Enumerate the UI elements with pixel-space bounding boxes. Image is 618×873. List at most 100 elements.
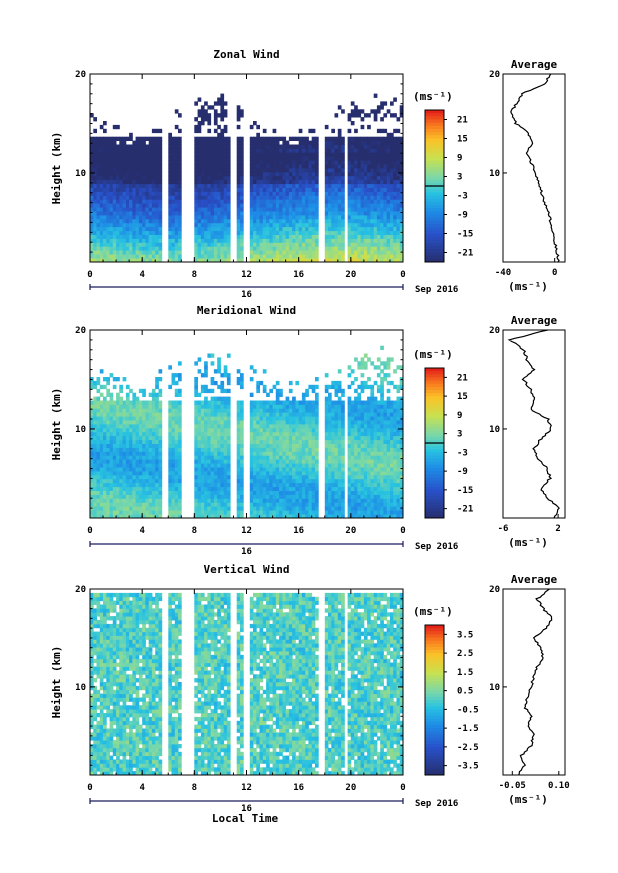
heatmap-cell — [207, 388, 212, 394]
heatmap-cell — [275, 226, 280, 232]
heatmap-cell — [178, 439, 182, 444]
heatmap-cell — [145, 478, 150, 484]
heatmap-cell — [236, 164, 241, 169]
heatmap-cell — [256, 420, 260, 425]
heatmap-cell — [262, 482, 267, 488]
heatmap-cell — [279, 246, 283, 251]
heatmap-cell — [200, 246, 205, 251]
heatmap-cell — [275, 478, 280, 484]
heatmap-cell — [350, 234, 355, 239]
heatmap-cell — [122, 510, 127, 515]
heatmap-cell — [262, 187, 267, 192]
heatmap-cell — [119, 435, 123, 441]
profile-title: Average — [511, 58, 558, 71]
heatmap-cell — [311, 384, 316, 390]
heatmap-cell — [96, 459, 101, 464]
heatmap-cell — [354, 230, 358, 235]
heatmap-cell — [207, 427, 212, 433]
heatmap-cell — [99, 152, 104, 157]
heatmap-cell — [328, 140, 332, 145]
heatmap-cell — [236, 447, 241, 452]
heatmap-cell — [301, 443, 306, 448]
heatmap-cell — [197, 431, 202, 437]
heatmap-cell — [142, 392, 146, 397]
heatmap-cell — [129, 156, 133, 161]
heatmap-cell — [390, 242, 394, 247]
heatmap-cell — [370, 160, 375, 165]
heatmap-cell — [129, 420, 133, 425]
heatmap-cell — [168, 439, 172, 444]
heatmap-cell — [240, 380, 244, 386]
heatmap-cell — [132, 439, 137, 444]
heatmap-cell — [259, 471, 264, 476]
heatmap-cell — [279, 420, 283, 425]
heatmap-cell — [220, 258, 225, 263]
heatmap-cell — [272, 510, 277, 515]
heatmap-cell — [109, 510, 114, 515]
heatmap-cell — [292, 447, 296, 452]
heatmap-cell — [350, 222, 355, 228]
heatmap-cell — [158, 416, 163, 421]
heatmap-cell — [204, 211, 208, 216]
heatmap-cell — [197, 439, 202, 444]
heatmap-cell — [373, 156, 378, 161]
heatmap-cell — [168, 494, 172, 499]
heatmap-cell — [282, 175, 287, 181]
heatmap-cell — [249, 191, 254, 196]
heatmap-cell — [138, 222, 143, 228]
heatmap-cell — [305, 168, 309, 173]
heatmap-cell — [119, 164, 123, 169]
heatmap-cell — [256, 416, 260, 421]
heatmap-cell — [194, 140, 198, 145]
heatmap-cell — [295, 424, 300, 429]
heatmap-cell — [178, 478, 182, 484]
heatmap-cell — [328, 404, 332, 409]
heatmap-cell — [272, 447, 277, 452]
heatmap-cell — [116, 506, 120, 511]
heatmap-cell — [132, 424, 137, 429]
heatmap-cell — [125, 211, 130, 216]
heatmap-cell — [142, 486, 146, 491]
heatmap-cell — [269, 199, 273, 204]
heatmap-cell — [96, 254, 101, 259]
heatmap-cell — [275, 211, 280, 216]
heatmap-cell — [96, 242, 101, 247]
heatmap-cell — [292, 258, 296, 263]
heatmap-cell — [197, 226, 202, 232]
heatmap-cell — [376, 148, 381, 153]
heatmap-cell — [116, 199, 120, 204]
heatmap-cell — [220, 254, 225, 259]
heatmap-cell — [200, 187, 205, 192]
heatmap-cell — [109, 140, 114, 145]
heatmap-cell — [253, 179, 257, 185]
heatmap-cell — [298, 451, 303, 456]
heatmap-cell — [99, 144, 104, 149]
heatmap-cell — [103, 435, 107, 441]
heatmap-cell — [103, 144, 107, 149]
heatmap-cell — [148, 416, 153, 421]
heatmap-cell — [174, 136, 179, 141]
heatmap-cell — [380, 230, 384, 235]
heatmap-cell — [155, 148, 159, 153]
heatmap-cell — [217, 132, 221, 138]
heatmap-cell — [210, 416, 215, 421]
heatmap-cell — [315, 211, 319, 216]
heatmap-cell — [383, 128, 388, 134]
heatmap-cell — [386, 215, 391, 220]
heatmap-cell — [178, 427, 182, 433]
heatmap-cell — [331, 203, 335, 208]
heatmap-cell — [125, 451, 130, 456]
heatmap-cell — [262, 234, 267, 239]
heatmap-cell — [197, 459, 202, 464]
heatmap-cell — [217, 179, 221, 185]
heatmap-cell — [148, 136, 153, 141]
heatmap-cell — [226, 455, 231, 460]
heatmap-cell — [285, 510, 290, 515]
heatmap-cell — [370, 164, 375, 169]
heatmap-cell — [331, 234, 335, 239]
heatmap-cell — [93, 408, 97, 413]
heatmap-cell — [226, 183, 231, 188]
heatmap-cell — [390, 254, 394, 259]
heatmap-cell — [93, 144, 97, 149]
heatmap-cell — [217, 435, 221, 441]
